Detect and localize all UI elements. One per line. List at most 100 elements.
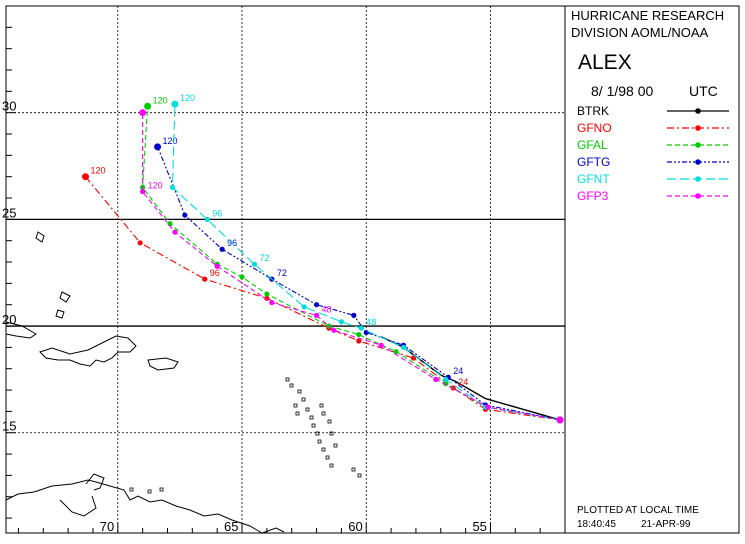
- cuba-tip-outline: [5, 321, 37, 339]
- init-timezone: UTC: [689, 83, 718, 99]
- small-island-11: [317, 439, 322, 444]
- track-point-gfal-11: [144, 102, 152, 110]
- track-point-gftg-6: [313, 302, 320, 308]
- small-island-7: [305, 407, 310, 412]
- small-island-10: [315, 431, 320, 436]
- legend-label-gftg: GFTG: [577, 155, 610, 169]
- track-point-gfnt-2: [443, 376, 449, 382]
- legend-marker-gfno: [695, 125, 701, 131]
- track-line-gfnt: [171, 104, 561, 421]
- small-island-9: [311, 423, 316, 428]
- org-title-line1: HURRICANE RESEARCH: [571, 8, 724, 23]
- track-point-gfno-7: [202, 276, 208, 282]
- track-point-gfp3-10: [139, 109, 147, 117]
- paraguana-peninsula: [85, 473, 105, 491]
- track-point-gfnt-6: [301, 304, 307, 310]
- track-point-gfp3-9: [140, 189, 146, 195]
- hour-label-gfno-24: 24: [458, 377, 468, 387]
- y-tick-label-30: 30: [2, 99, 16, 114]
- legend-marker-gfp3: [695, 193, 701, 199]
- org-title-line2: DIVISION AOML/NOAA: [571, 25, 709, 40]
- track-point-gftg-10: [154, 143, 162, 151]
- small-island-20: [293, 403, 298, 408]
- track-point-gfp3-1: [485, 404, 491, 410]
- venezuela-gulf: [59, 495, 97, 517]
- hour-label-gfnt-120: 120: [180, 93, 195, 103]
- grid-layer: [6, 6, 565, 533]
- track-point-gfp3-0: [556, 416, 564, 424]
- legend-marker-gfal: [695, 142, 701, 148]
- y-tick-label-25: 25: [2, 205, 16, 220]
- track-point-gfnt-4: [358, 325, 364, 331]
- track-point-gfal-6: [264, 291, 270, 297]
- legend-label-btrk: BTRK: [577, 104, 609, 118]
- track-point-gfno-8: [137, 240, 143, 246]
- track-point-gfp3-6: [269, 299, 275, 306]
- legend-label-gfnt: GFNT: [577, 172, 610, 186]
- small-island-18: [329, 431, 334, 436]
- track-point-gfnt-7: [251, 261, 258, 267]
- hour-label-gftg-24: 24: [453, 366, 463, 376]
- track-point-gfno-4: [356, 338, 362, 344]
- small-island-23: [357, 473, 362, 478]
- hour-label-gfp3-120: 120: [148, 181, 163, 191]
- track-point-gfal-3: [393, 349, 399, 355]
- x-tick-label-70: 70: [100, 519, 114, 534]
- track-point-gfal-7: [239, 274, 245, 280]
- small-island-2: [159, 487, 164, 492]
- track-point-gfnt-5: [338, 319, 344, 325]
- small-island-3: [285, 377, 290, 382]
- legend: BTRK GFNO GFAL GFTG GFNT GFP3: [577, 104, 729, 203]
- hour-label-gfnt-72: 72: [259, 253, 269, 263]
- bahamas-island-1: [35, 231, 45, 243]
- legend-marker-btrk: [695, 108, 701, 114]
- legend-marker-gftg: [695, 159, 701, 165]
- plotted-label: PLOTTED AT LOCAL TIME: [577, 505, 699, 516]
- hour-label-gfnt-96: 96: [212, 208, 222, 218]
- hour-label-gfal-120: 120: [153, 95, 168, 105]
- track-point-gfal-4: [356, 331, 362, 338]
- hour-label-gftg-120: 120: [163, 136, 178, 146]
- small-island-16: [321, 411, 326, 416]
- track-point-gfp3-2: [433, 376, 439, 382]
- x-tick-label-55: 55: [472, 519, 486, 534]
- info-panel-frame: [564, 5, 740, 534]
- south-america-coast: [5, 479, 263, 534]
- track-gfnt: 48 72 96 120: [169, 93, 564, 424]
- small-island-21: [295, 411, 300, 416]
- small-island-1: [147, 489, 152, 494]
- puerto-rico-outline: [147, 357, 179, 371]
- small-island-19: [333, 443, 338, 448]
- hour-label-gfnt-48: 48: [366, 317, 376, 327]
- legend-label-gfno: GFNO: [577, 121, 612, 135]
- small-island-6: [301, 397, 306, 402]
- bahamas-island-2: [59, 291, 71, 303]
- track-point-gfp3-8: [172, 229, 178, 235]
- hour-label-gfno-96: 96: [210, 268, 220, 278]
- plot-time: 18:40:45: [577, 519, 616, 530]
- init-date: 8/ 1/98 00: [591, 83, 653, 99]
- track-point-gfnt-10: [171, 100, 179, 108]
- bahamas-island-3: [55, 309, 65, 319]
- track-line-gfno: [85, 176, 561, 421]
- track-point-gfp3-4: [331, 327, 337, 333]
- hour-label-gfno-120: 120: [91, 166, 106, 176]
- small-island-22: [351, 467, 356, 472]
- small-island-5: [297, 389, 302, 394]
- track-point-gfnt-3: [400, 344, 407, 350]
- track-point-gfal-2: [443, 381, 449, 387]
- track-point-gfno-3: [410, 355, 417, 361]
- hour-label-gftg-72: 72: [277, 268, 287, 278]
- track-line-gfp3: [142, 112, 561, 421]
- track-point-gfal-9: [167, 221, 173, 227]
- legend-label-gfal: GFAL: [577, 138, 608, 152]
- track-point-gftg-4: [363, 329, 369, 336]
- track-point-gftg-5: [351, 312, 357, 318]
- small-island-0: [129, 487, 134, 492]
- track-point-gfp3-3: [378, 342, 384, 348]
- track-point-gfp3-7: [214, 263, 220, 269]
